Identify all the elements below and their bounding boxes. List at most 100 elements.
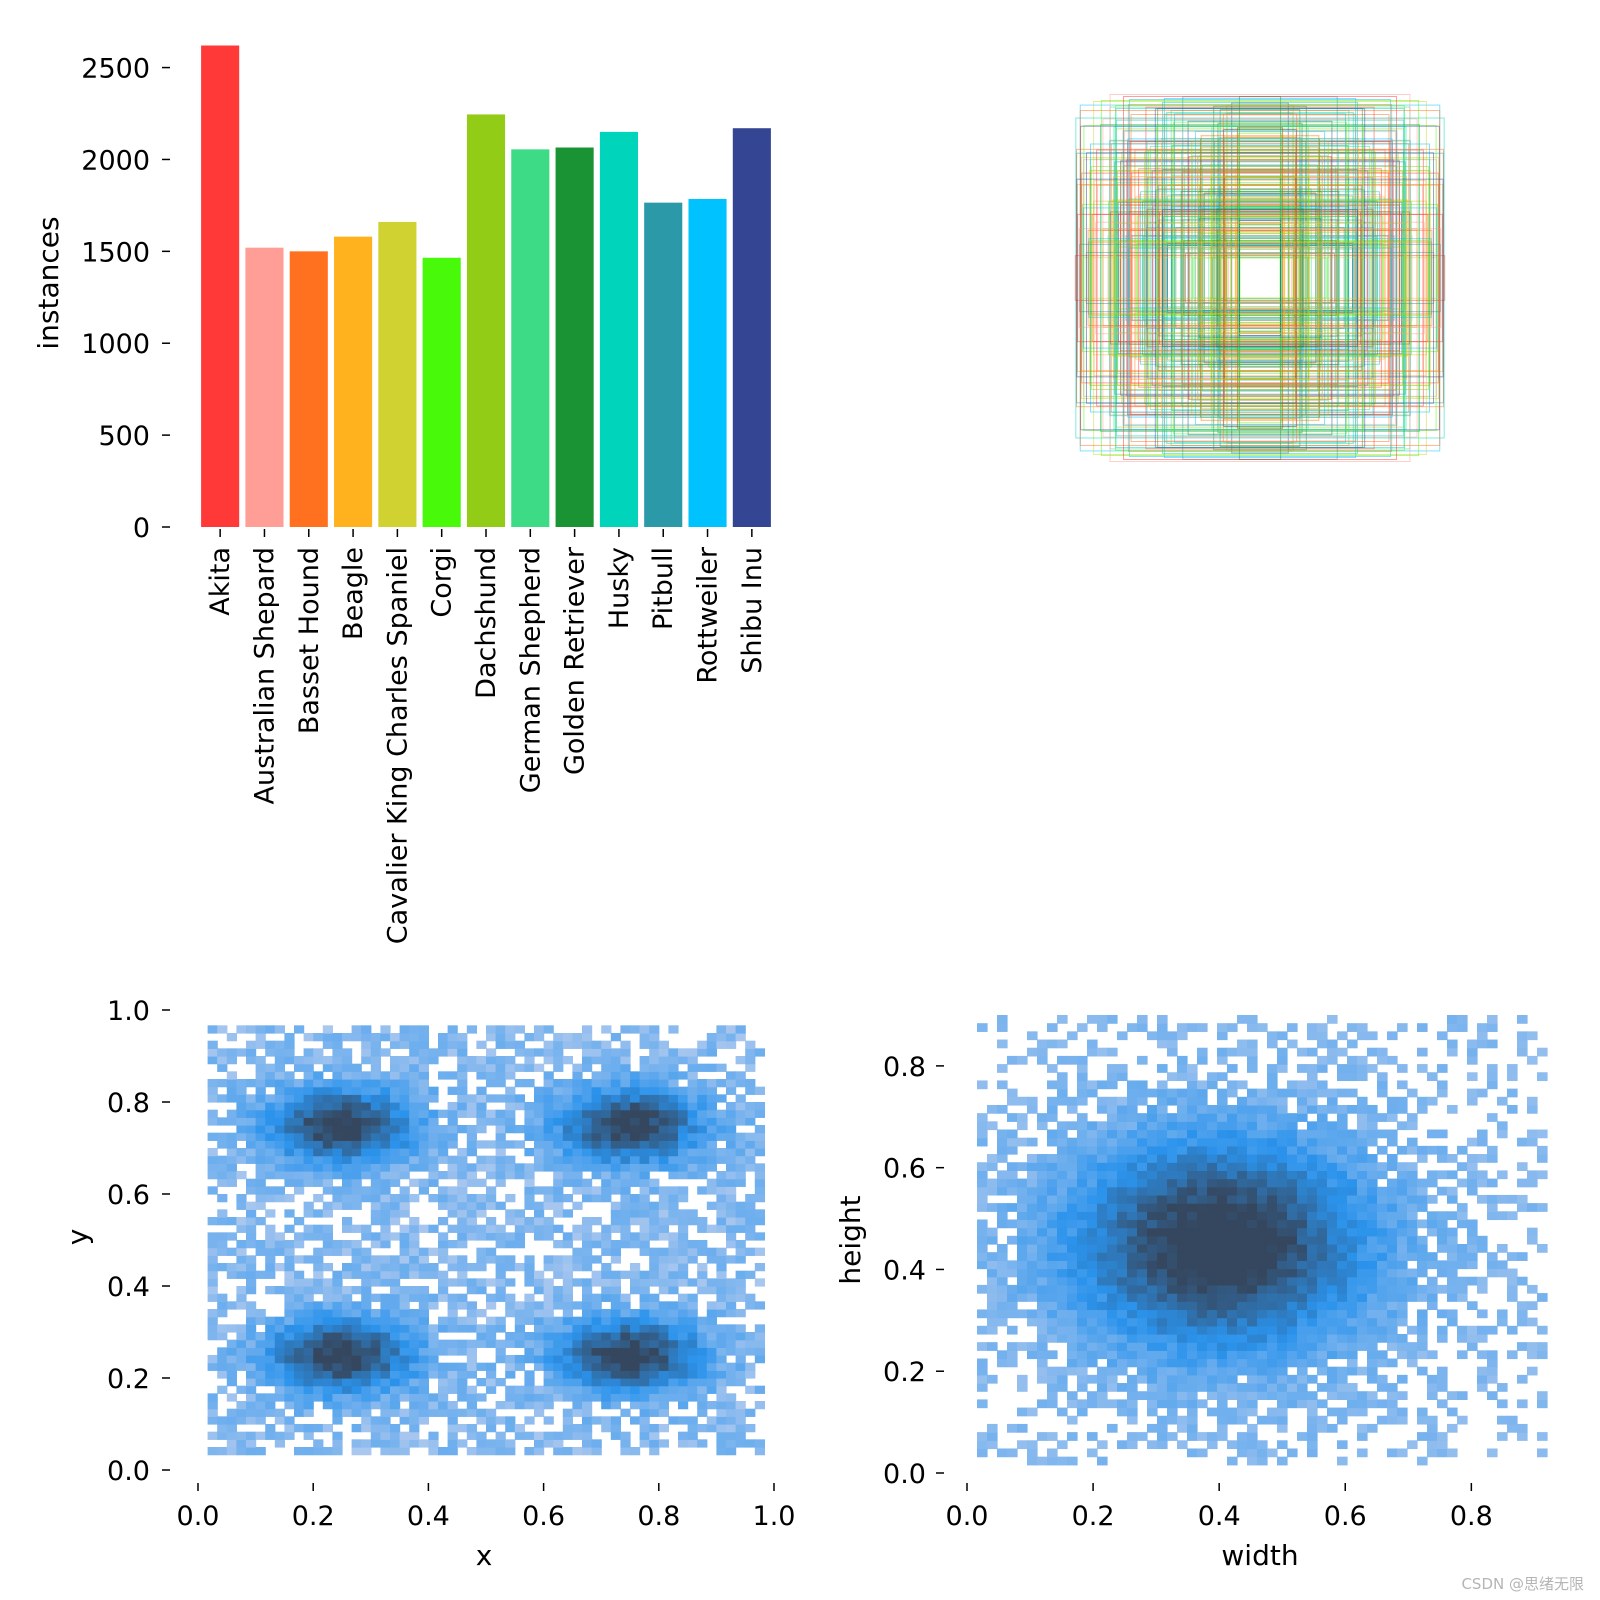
wh-hist-cell (1177, 1055, 1188, 1065)
xy-hist-cell (255, 1270, 266, 1279)
xy-hist-cell (226, 1071, 237, 1080)
wh-hist-cell (1187, 1350, 1198, 1360)
xy-hist-cell (274, 1347, 285, 1356)
wh-hist-cell (1227, 1358, 1238, 1368)
wh-hist-cell (1257, 1023, 1268, 1032)
wh-hist-cell (1157, 1162, 1168, 1171)
wh-hist-cell (987, 1440, 998, 1450)
wh-hist-cell (1167, 1113, 1178, 1122)
wh-hist-cell (1157, 1178, 1168, 1188)
wh-hist-cell (1347, 1162, 1358, 1171)
xy-hist-cell (351, 1117, 362, 1126)
wh-hist-cell (1087, 1194, 1098, 1204)
wh-hist-cell (1397, 1260, 1408, 1270)
xy-hist-cell (620, 1332, 631, 1341)
wh-hist-cell (1137, 1227, 1148, 1237)
xy-hist-cell (716, 1033, 727, 1042)
xy-hist-cell (524, 1309, 535, 1318)
wh-hist-cell (1077, 1162, 1088, 1171)
xy-hist-cell (418, 1186, 429, 1195)
wh-hist-cell (997, 1268, 1008, 1278)
xy-hist-cell (630, 1347, 641, 1356)
xy-hist-cell (390, 1309, 401, 1318)
wh-hist-cell (1367, 1113, 1378, 1122)
wh-hist-cell (1137, 1121, 1148, 1131)
xy-hist-cell (505, 1401, 516, 1410)
xy-hist-cell (313, 1301, 324, 1310)
xy-hist-cell (697, 1401, 708, 1410)
wh-hist-cell (1257, 1284, 1268, 1294)
xy-hist-cell (390, 1079, 401, 1088)
xy-hist-cell (649, 1056, 660, 1065)
xy-hist-cell (255, 1132, 266, 1141)
wh-hist-cell (1407, 1211, 1418, 1221)
xy-hist-cell (591, 1355, 602, 1364)
wh-hist-cell (1537, 1342, 1548, 1351)
xy-hist-cell (284, 1347, 295, 1356)
xy-hist-cell (639, 1171, 650, 1180)
wh-hist-cell (1367, 1284, 1378, 1294)
xy-hist-cell (649, 1370, 660, 1379)
wh-hist-cell (1137, 1235, 1148, 1245)
wh-hist-cell (1217, 1383, 1228, 1392)
wh-hist-cell (1107, 1178, 1118, 1188)
wh-hist-cell (1357, 1121, 1368, 1131)
wh-hist-cell (1427, 1423, 1438, 1433)
wh-hist-cell (1107, 1203, 1118, 1212)
xy-hist-cell (351, 1362, 362, 1371)
xy-hist-cell (678, 1301, 689, 1310)
xy-hist-cell (246, 1025, 257, 1034)
bar-x-tick-label: Australian Shepard (249, 547, 280, 804)
xy-hist-cell (438, 1040, 449, 1049)
xy-hist-cell (745, 1424, 756, 1433)
xy-hist-cell (726, 1416, 737, 1425)
xy-hist-cell (572, 1332, 583, 1341)
wh-hist-cell (1067, 1309, 1078, 1319)
xy-hist-cell (361, 1293, 372, 1302)
xy-hist-cell (668, 1132, 679, 1141)
xy-hist-cell (303, 1339, 314, 1348)
wh-hist-cell (1527, 1342, 1538, 1351)
wh-hist-cell (1467, 1186, 1478, 1196)
xy-hist-cell (380, 1086, 391, 1095)
xy-hist-cell (514, 1309, 525, 1318)
wh-hist-cell (1347, 1203, 1358, 1212)
wh-hist-cell (1277, 1162, 1288, 1171)
wh-hist-cell (1327, 1227, 1338, 1237)
box-outline (1156, 125, 1364, 431)
wh-hist-cell (1057, 1333, 1068, 1343)
wh-hist-cell (1307, 1309, 1318, 1319)
xy-hist-cell (639, 1332, 650, 1341)
box-outline (1172, 121, 1348, 435)
xy-hist-cell (543, 1132, 554, 1141)
xy-hist-cell (601, 1148, 612, 1157)
xy-hist-cell (649, 1247, 660, 1256)
wh-hist-cell (1467, 1276, 1478, 1286)
xy-hist-cell (438, 1148, 449, 1157)
xy-hist-cell (601, 1339, 612, 1348)
xy-hist-cell (303, 1424, 314, 1433)
wh-hist-cell (1167, 1121, 1178, 1131)
wh-hist-cell (1387, 1031, 1398, 1041)
wh-hist-cell (1367, 1211, 1378, 1221)
xy-hist-cell (284, 1316, 295, 1325)
wh-hist-cell (1107, 1145, 1118, 1155)
xy-hist-cell (380, 1117, 391, 1126)
xy-hist-cell (630, 1286, 641, 1295)
wh-hist-cell (1027, 1227, 1038, 1237)
xy-hist-cell (303, 1071, 314, 1080)
xy-hist-cell (601, 1079, 612, 1088)
wh-hist-cell (1337, 1284, 1348, 1294)
wh-hist-cell (1257, 1162, 1268, 1171)
xy-hist-cell (735, 1347, 746, 1356)
wh-hist-cell (1427, 1415, 1438, 1425)
wh-hist-cell (1187, 1415, 1198, 1425)
wh-hist-cell (1537, 1325, 1548, 1335)
xy-hist-cell (630, 1086, 641, 1095)
xy-hist-cell (409, 1393, 420, 1402)
xy-hist-cell (294, 1347, 305, 1356)
xy-hist-cell (466, 1401, 477, 1410)
xy-hist-cell (399, 1071, 410, 1080)
xy-hist-cell (514, 1385, 525, 1394)
wh-hist-cell (1387, 1194, 1398, 1204)
